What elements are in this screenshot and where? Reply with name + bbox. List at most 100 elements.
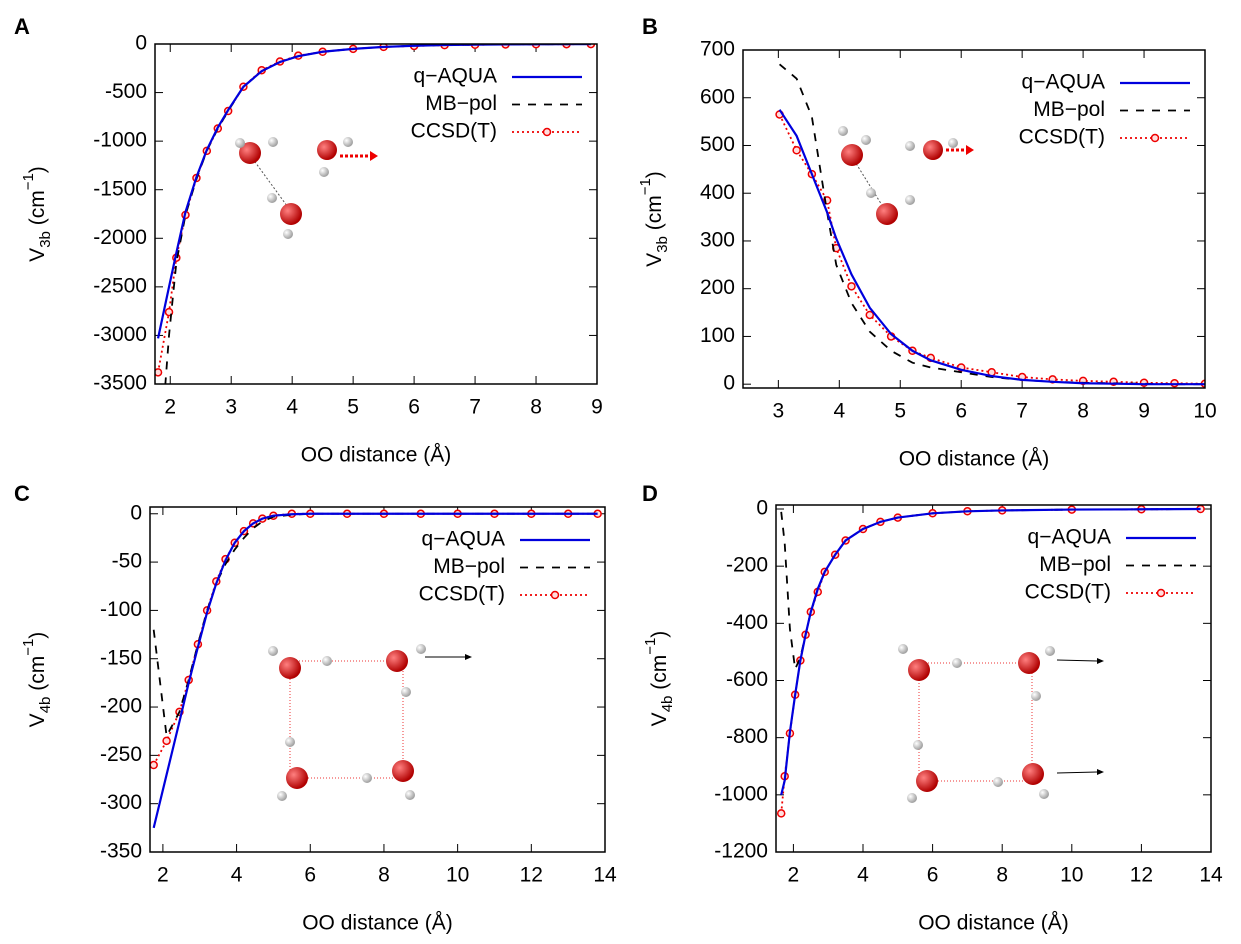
legend-label: q−AQUA <box>422 528 505 551</box>
y-axis-label-part: V <box>643 253 666 267</box>
x-tick-label: 6 <box>927 864 939 887</box>
y-tick-label: -1500 <box>93 177 147 200</box>
legend-label: CCSD(T) <box>1025 581 1111 604</box>
y-tick-label: -50 <box>112 550 142 573</box>
y-axis-label-part: −1 <box>20 173 37 190</box>
legend-label: q−AQUA <box>1022 71 1105 94</box>
y-axis-label-part: 3b <box>654 236 671 253</box>
x-tick-label: 14 <box>593 864 617 887</box>
y-tick-label: 600 <box>700 85 735 108</box>
x-axis-label: OO distance (Å) <box>301 444 452 467</box>
y-axis-label-part: −1 <box>642 638 659 655</box>
y-tick-label: 300 <box>700 229 735 252</box>
panel-label: D <box>642 481 658 506</box>
y-tick-label: -1000 <box>714 782 768 805</box>
series-line <box>152 512 598 766</box>
legend-label: MB−pol <box>425 92 497 115</box>
series-line <box>780 508 1201 673</box>
plot-frame <box>154 43 598 385</box>
x-tick-label: 6 <box>955 400 967 423</box>
y-axis-label-part: (cm <box>26 656 49 697</box>
y-axis-label-part: 4b <box>659 696 676 713</box>
y-axis-label-part: ) <box>26 632 49 639</box>
series-line <box>780 507 1201 796</box>
x-tick-label: 12 <box>520 864 543 887</box>
x-tick-label: 5 <box>894 400 906 423</box>
y-axis-label-part: (cm <box>643 195 666 236</box>
legend-label: MB−pol <box>1039 553 1111 576</box>
data-point <box>150 760 158 770</box>
y-axis-label: V4b (cm−1) <box>642 631 676 727</box>
series-line <box>164 44 591 384</box>
y-tick-label: 100 <box>700 324 735 347</box>
y-axis-label-part: V <box>648 712 671 726</box>
y-tick-label: -250 <box>100 743 142 766</box>
y-tick-label: -2000 <box>93 226 147 249</box>
x-tick-label: 4 <box>231 864 243 887</box>
plot-area <box>150 509 602 829</box>
y-tick-label: -500 <box>105 80 147 103</box>
x-tick-label: 14 <box>1199 864 1223 887</box>
x-tick-label: 2 <box>788 864 800 887</box>
x-tick-label: 2 <box>157 864 169 887</box>
y-axis-label: V3b (cm−1) <box>637 171 671 267</box>
x-tick-label: 8 <box>996 864 1008 887</box>
y-tick-label: -150 <box>100 646 142 669</box>
inset-molecules <box>235 126 1104 803</box>
x-tick-label: 6 <box>408 396 420 419</box>
legend-marker <box>1150 133 1160 143</box>
x-tick-label: 4 <box>286 396 298 419</box>
data-point <box>155 368 163 377</box>
y-tick-label: -3000 <box>93 323 147 346</box>
legend-label: CCSD(T) <box>411 120 497 143</box>
panel-label: C <box>14 481 30 506</box>
x-tick-label: 12 <box>1130 864 1153 887</box>
y-tick-label: -200 <box>726 554 768 577</box>
plot-frame <box>775 504 1212 853</box>
data-point <box>776 809 786 818</box>
y-tick-label: 0 <box>130 501 142 524</box>
y-axis-label: V3b (cm−1) <box>20 166 54 262</box>
y-tick-label: 200 <box>700 276 735 299</box>
x-tick-label: 9 <box>591 396 603 419</box>
x-tick-label: 9 <box>1138 400 1150 423</box>
legend-label: MB−pol <box>1033 98 1105 121</box>
series-line <box>780 508 1201 814</box>
y-tick-label: -1000 <box>93 129 147 152</box>
x-tick-label: 3 <box>225 396 237 419</box>
legend-marker <box>550 590 560 600</box>
x-axis-label: OO distance (Å) <box>918 912 1069 935</box>
y-axis-label-part: 4b <box>37 697 54 714</box>
x-tick-label: 10 <box>1060 864 1083 887</box>
series-line <box>152 512 598 739</box>
y-axis-label-part: ) <box>648 631 671 638</box>
y-axis-label-part: V <box>26 713 49 727</box>
y-tick-label: -3500 <box>93 372 147 395</box>
legend-label: CCSD(T) <box>419 583 505 606</box>
plot-area <box>776 505 1205 818</box>
legend-label: CCSD(T) <box>1019 126 1105 149</box>
x-tick-label: 4 <box>857 864 869 887</box>
legend-label: q−AQUA <box>414 65 497 88</box>
y-axis-label-part: −1 <box>20 639 37 656</box>
x-axis-label: OO distance (Å) <box>302 912 453 935</box>
x-tick-label: 3 <box>773 400 785 423</box>
legend-marker <box>542 127 552 137</box>
series-line <box>778 109 1205 386</box>
y-tick-label: -1200 <box>714 840 768 863</box>
y-tick-label: -100 <box>100 598 142 621</box>
x-tick-label: 7 <box>1016 400 1028 423</box>
x-tick-label: 8 <box>1077 400 1089 423</box>
y-axis-label-part: V <box>26 248 49 262</box>
data-point <box>792 146 801 155</box>
data-point <box>162 736 171 746</box>
x-tick-label: 7 <box>469 396 481 419</box>
y-axis-label-part: (cm <box>26 190 49 231</box>
y-tick-label: -400 <box>726 611 768 634</box>
data-point <box>865 310 875 320</box>
y-axis-label-part: (cm <box>648 655 671 696</box>
series-line <box>157 44 591 373</box>
x-tick-label: 8 <box>378 864 390 887</box>
x-tick-label: 4 <box>833 400 845 423</box>
